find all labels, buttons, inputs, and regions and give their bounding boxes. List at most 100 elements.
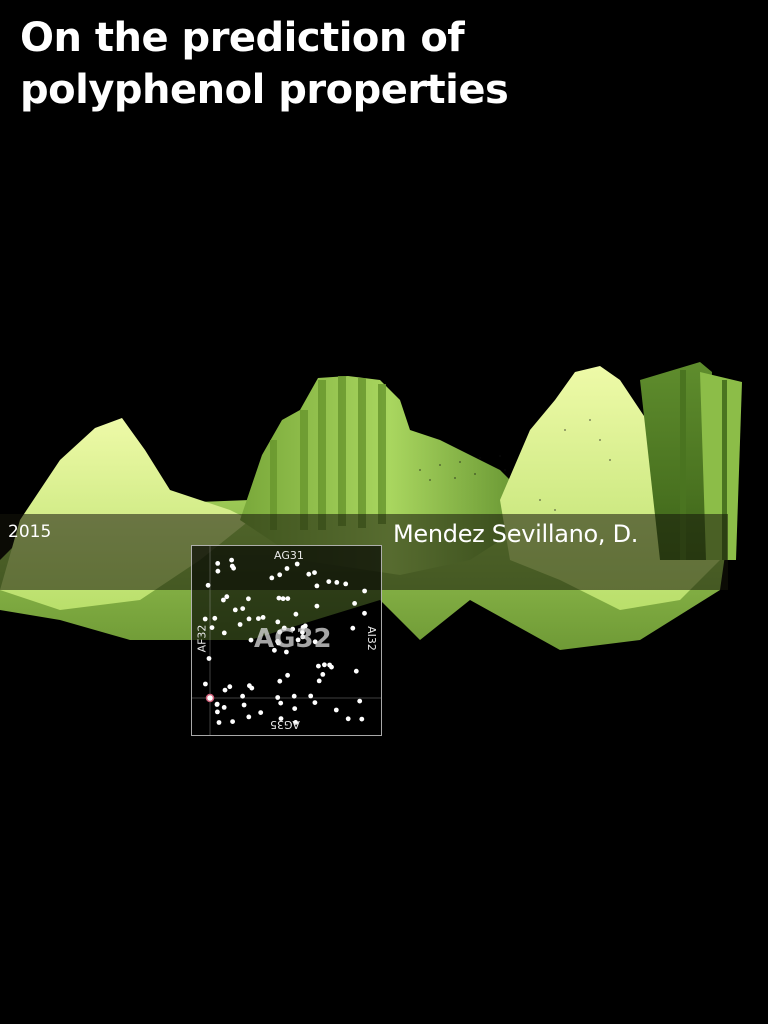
minimap-dot	[314, 603, 320, 609]
title-line-1: On the prediction of	[20, 15, 465, 61]
minimap-dot	[320, 672, 326, 677]
minimap-dot	[359, 716, 365, 722]
minimap-dot	[285, 596, 291, 601]
minimap-dot	[216, 720, 222, 725]
minimap-dot	[294, 561, 300, 567]
minimap-dot	[215, 561, 221, 566]
minimap-dot	[290, 626, 296, 632]
minimap-dot	[300, 634, 306, 640]
minimap-dot	[232, 607, 238, 613]
author-label: Mendez Sevillano, D.	[393, 520, 639, 548]
minimap-dot	[278, 700, 284, 706]
minimap-dot	[357, 698, 363, 704]
minimap-dot	[350, 625, 356, 631]
minimap-dot	[240, 693, 245, 699]
minimap-dot	[277, 629, 283, 635]
minimap-dot	[312, 639, 318, 645]
minimap-dot	[300, 629, 305, 635]
minimap-dot	[229, 557, 234, 563]
title-line-2: polyphenol properties	[20, 67, 509, 113]
minimap-dot	[248, 637, 254, 643]
terrain-columns	[270, 376, 386, 530]
minimap-dot	[292, 706, 298, 711]
minimap-plot[interactable]	[192, 546, 381, 735]
minimap-dot	[293, 611, 299, 617]
minimap-dot	[256, 616, 261, 621]
minimap-dot	[316, 678, 322, 684]
minimap-east-label[interactable]: AI32	[364, 626, 378, 651]
minimap-dot	[206, 656, 212, 661]
minimap-cell-label: AG32	[254, 624, 332, 654]
minimap-dot	[224, 594, 230, 600]
minimap-dot	[302, 623, 308, 629]
minimap-dot	[306, 571, 312, 577]
minimap-dot	[362, 588, 367, 594]
minimap-dot	[308, 693, 314, 699]
minimap-dot	[260, 615, 266, 620]
minimap-dot	[275, 695, 281, 700]
minimap-dot	[316, 663, 321, 669]
minimap-dot	[214, 702, 220, 707]
minimap-dot	[291, 693, 297, 699]
minimap-dot	[275, 638, 280, 644]
minimap-dot	[322, 662, 327, 668]
minimap-dot	[246, 714, 252, 720]
minimap-dot	[209, 625, 215, 630]
minimap-dot	[314, 583, 320, 589]
minimap-dot	[247, 683, 252, 689]
minimap-dot	[203, 681, 208, 687]
terrain-slabs-right	[640, 362, 742, 560]
minimap-dot	[327, 662, 332, 668]
minimap-dot	[215, 709, 220, 715]
minimap-dot	[269, 575, 275, 581]
minimap-dot	[281, 625, 287, 631]
minimap-dot	[312, 700, 318, 705]
minimap-dot	[312, 570, 317, 575]
minimap-dot	[202, 616, 208, 622]
minimap-dot	[284, 649, 289, 655]
minimap[interactable]: AG31 AG35 AF32 AI32 AG32	[191, 545, 382, 736]
year-label: 2015	[8, 522, 52, 542]
minimap-dot	[345, 716, 351, 722]
minimap-dot	[293, 720, 298, 725]
minimap-dot	[215, 568, 221, 574]
minimap-west-label[interactable]: AF32	[195, 624, 209, 653]
minimap-north-label[interactable]: AG31	[274, 549, 304, 562]
minimap-dot	[229, 563, 235, 569]
minimap-position-marker	[205, 693, 215, 703]
minimap-dot	[277, 678, 283, 684]
minimap-dot	[272, 647, 277, 653]
minimap-dot	[221, 630, 227, 636]
page-title: On the prediction of polyphenol properti…	[20, 12, 740, 116]
minimap-dot	[343, 581, 349, 587]
minimap-dot	[246, 596, 251, 602]
minimap-dot	[227, 684, 233, 690]
minimap-dot	[221, 597, 226, 603]
minimap-dot	[362, 610, 367, 616]
minimap-dot	[275, 619, 281, 625]
minimap-dot	[230, 719, 235, 724]
minimap-dot	[276, 595, 282, 601]
terrain-speckles	[419, 419, 611, 511]
minimap-dot	[277, 572, 283, 578]
minimap-dot	[246, 616, 252, 622]
minimap-dot	[326, 579, 332, 584]
minimap-dot	[205, 582, 211, 588]
minimap-dot	[241, 702, 247, 708]
minimap-dot	[280, 596, 286, 602]
minimap-dot	[352, 601, 357, 606]
minimap-dot	[278, 716, 284, 721]
minimap-dot	[237, 622, 243, 627]
minimap-dot	[353, 668, 359, 674]
minimap-dot	[334, 580, 340, 585]
minimap-dot	[333, 707, 339, 713]
minimap-dot	[221, 705, 227, 710]
minimap-dot	[212, 615, 218, 621]
minimap-dot	[258, 710, 264, 715]
minimap-dot	[285, 672, 290, 678]
minimap-dot	[240, 606, 246, 611]
minimap-dot	[222, 687, 228, 693]
minimap-south-label[interactable]: AG35	[270, 718, 300, 731]
